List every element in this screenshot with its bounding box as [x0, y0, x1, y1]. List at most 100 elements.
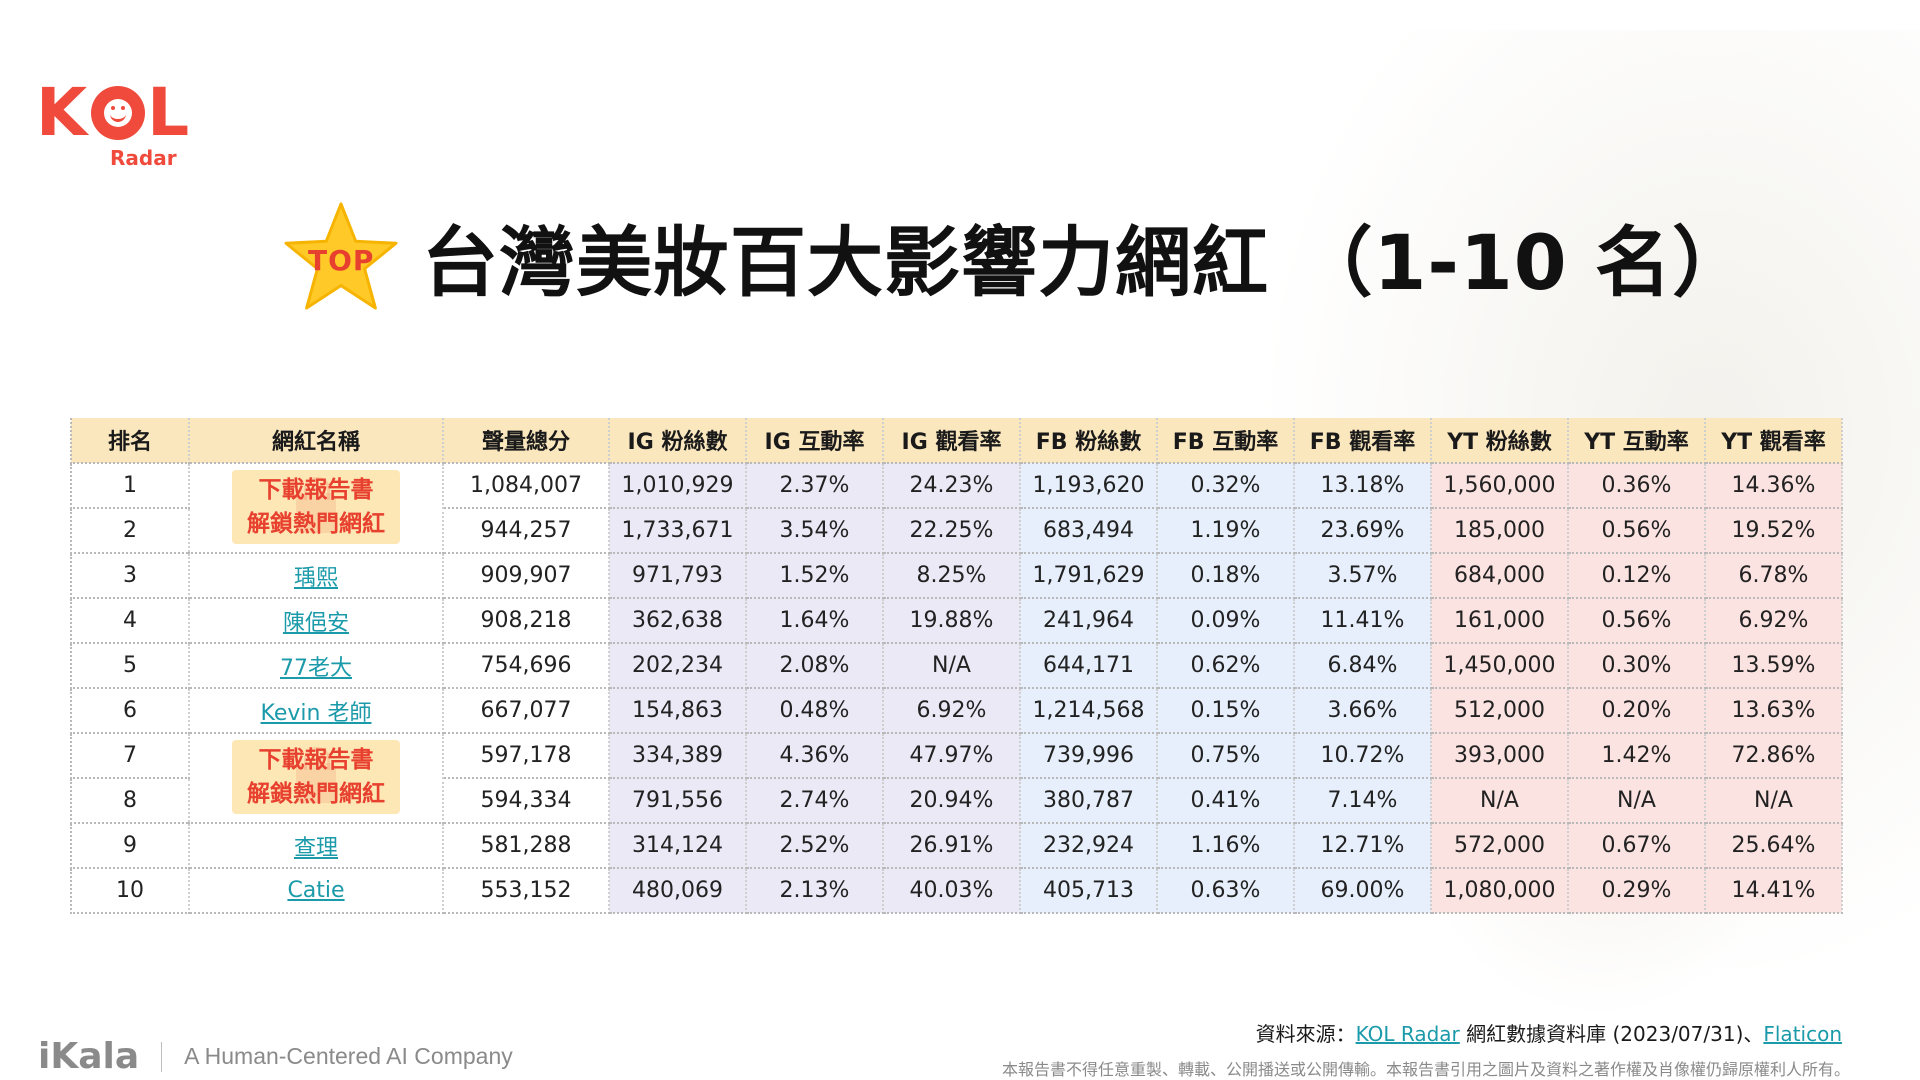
- cell-fb-engagement: 0.18%: [1157, 553, 1295, 599]
- cell-ig-view-rate: 22.25%: [883, 508, 1021, 554]
- cell-ig-fans: 791,556: [609, 778, 747, 824]
- cell-ig-engagement: 1.64%: [746, 598, 884, 644]
- cell-ig-engagement: 2.13%: [746, 868, 884, 914]
- cell-name: Kevin 老師: [189, 688, 444, 734]
- source-middle: 網紅數據資料庫 (2023/07/31)、: [1459, 1022, 1764, 1046]
- download-report-unlock-button[interactable]: 下載報告書 解鎖熱門網紅: [232, 740, 400, 814]
- cell-yt-fans: 1,080,000: [1431, 868, 1569, 914]
- cell-yt-view-rate: 6.78%: [1705, 553, 1843, 599]
- cell-fb-view-rate: 69.00%: [1294, 868, 1432, 914]
- cell-fb-view-rate: 23.69%: [1294, 508, 1432, 554]
- cell-score: 754,696: [443, 643, 610, 689]
- cell-yt-view-rate: 25.64%: [1705, 823, 1843, 869]
- logo-subtitle: Radar: [110, 146, 177, 170]
- unlock-label-2: 解鎖熱門網紅: [247, 781, 385, 807]
- download-report-unlock-button[interactable]: 下載報告書 解鎖熱門網紅: [232, 470, 400, 544]
- cell-score: 909,907: [443, 553, 610, 599]
- cell-ig-engagement: 2.08%: [746, 643, 884, 689]
- unlock-label-1: 下載報告書: [258, 477, 374, 503]
- table-row: 3 瑀熙 909,907 971,793 1.52% 8.25% 1,791,6…: [70, 553, 1843, 599]
- kol-radar-link[interactable]: KOL Radar: [1355, 1022, 1460, 1046]
- table-row: 7 下載報告書 解鎖熱門網紅 597,178 334,389 4.36% 47.…: [70, 733, 1843, 824]
- cell-yt-engagement: 1.42%: [1568, 733, 1706, 779]
- influencer-link[interactable]: 77老大: [280, 655, 352, 681]
- cell-fb-fans: 739,996: [1020, 733, 1158, 779]
- influencer-link[interactable]: 陳俋安: [282, 610, 349, 636]
- cell-rank: 5: [70, 643, 190, 689]
- table-row: 1 下載報告書 解鎖熱門網紅 1,084,007 1,010,929 2.37%…: [70, 462, 1843, 554]
- ranking-table: 排名 網紅名稱 聲量總分 IG 粉絲數 IG 互動率 IG 觀看率 FB 粉絲數…: [70, 418, 1843, 914]
- cell-rank: 1: [70, 462, 190, 509]
- influencer-link[interactable]: 瑀熙: [293, 565, 338, 591]
- cell-yt-fans: 512,000: [1431, 688, 1569, 734]
- table-row: 8 594,334 791,556 2.74% 20.94% 380,787 0…: [70, 778, 1843, 824]
- cell-yt-engagement: 0.20%: [1568, 688, 1706, 734]
- cell-rank: 2: [70, 508, 190, 554]
- cell-fb-engagement: 0.41%: [1157, 778, 1295, 824]
- ikala-logo: iKala: [38, 1036, 140, 1077]
- cell-fb-view-rate: 11.41%: [1294, 598, 1432, 644]
- cell-name: 陳俋安: [189, 598, 444, 644]
- cell-yt-engagement: 0.36%: [1568, 462, 1706, 509]
- cell-yt-fans: 684,000: [1431, 553, 1569, 599]
- cell-yt-fans: 185,000: [1431, 508, 1569, 554]
- company-branding: iKala A Human-Centered AI Company: [38, 1036, 513, 1077]
- flaticon-link[interactable]: Flaticon: [1763, 1022, 1842, 1046]
- header-yt-engagement: YT 互動率: [1568, 418, 1706, 464]
- cell-yt-fans: 572,000: [1431, 823, 1569, 869]
- cell-yt-view-rate: 14.36%: [1705, 462, 1843, 509]
- cell-ig-view-rate: 26.91%: [883, 823, 1021, 869]
- cell-ig-view-rate: 47.97%: [883, 733, 1021, 779]
- cell-ig-view-rate: 6.92%: [883, 688, 1021, 734]
- cell-fb-fans: 1,791,629: [1020, 553, 1158, 599]
- cell-fb-fans: 644,171: [1020, 643, 1158, 689]
- header-yt-view-rate: YT 觀看率: [1705, 418, 1843, 464]
- header-fb-engagement: FB 互動率: [1157, 418, 1295, 464]
- cell-score: 908,218: [443, 598, 610, 644]
- cell-rank: 10: [70, 868, 190, 914]
- cell-fb-view-rate: 7.14%: [1294, 778, 1432, 824]
- cell-ig-engagement: 1.52%: [746, 553, 884, 599]
- table-row: 5 77老大 754,696 202,234 2.08% N/A 644,171…: [70, 643, 1843, 689]
- cell-ig-fans: 362,638: [609, 598, 747, 644]
- influencer-link[interactable]: Catie: [287, 878, 345, 903]
- header-name: 網紅名稱: [189, 418, 444, 464]
- cell-yt-engagement: 0.67%: [1568, 823, 1706, 869]
- influencer-link[interactable]: 查理: [293, 835, 338, 861]
- lock-icon: [296, 747, 336, 803]
- unlock-label-2: 解鎖熱門網紅: [247, 511, 385, 537]
- cell-fb-view-rate: 3.57%: [1294, 553, 1432, 599]
- cell-fb-fans: 241,964: [1020, 598, 1158, 644]
- cell-fb-fans: 380,787: [1020, 778, 1158, 824]
- cell-ig-fans: 1,733,671: [609, 508, 747, 554]
- cell-yt-engagement: 0.29%: [1568, 868, 1706, 914]
- cell-yt-view-rate: 13.63%: [1705, 688, 1843, 734]
- cell-name: 查理: [189, 823, 444, 869]
- header-ig-fans: IG 粉絲數: [609, 418, 747, 464]
- cell-ig-view-rate: 19.88%: [883, 598, 1021, 644]
- table-row: 4 陳俋安 908,218 362,638 1.64% 19.88% 241,9…: [70, 598, 1843, 644]
- cell-yt-view-rate: 6.92%: [1705, 598, 1843, 644]
- cell-yt-view-rate: 14.41%: [1705, 868, 1843, 914]
- cell-rank: 8: [70, 778, 190, 824]
- header-rank: 排名: [70, 418, 190, 464]
- cell-fb-engagement: 1.19%: [1157, 508, 1295, 554]
- cell-fb-view-rate: 13.18%: [1294, 462, 1432, 509]
- cell-fb-engagement: 0.15%: [1157, 688, 1295, 734]
- header-fb-view-rate: FB 觀看率: [1294, 418, 1432, 464]
- data-source: 資料來源：KOL Radar 網紅數據資料庫 (2023/07/31)、Flat…: [1256, 1018, 1842, 1047]
- influencer-link[interactable]: Kevin 老師: [260, 700, 372, 726]
- cell-ig-engagement: 3.54%: [746, 508, 884, 554]
- cell-fb-view-rate: 3.66%: [1294, 688, 1432, 734]
- cell-ig-fans: 334,389: [609, 733, 747, 779]
- cell-ig-engagement: 4.36%: [746, 733, 884, 779]
- cell-name: Catie: [189, 868, 444, 914]
- logo-letter-k: K: [36, 74, 90, 151]
- table-row: 9 查理 581,288 314,124 2.52% 26.91% 232,92…: [70, 823, 1843, 869]
- unlock-label-1: 下載報告書: [258, 747, 374, 773]
- cell-rank: 9: [70, 823, 190, 869]
- cell-yt-engagement: 0.30%: [1568, 643, 1706, 689]
- cell-fb-fans: 405,713: [1020, 868, 1158, 914]
- cell-ig-engagement: 0.48%: [746, 688, 884, 734]
- cell-fb-fans: 232,924: [1020, 823, 1158, 869]
